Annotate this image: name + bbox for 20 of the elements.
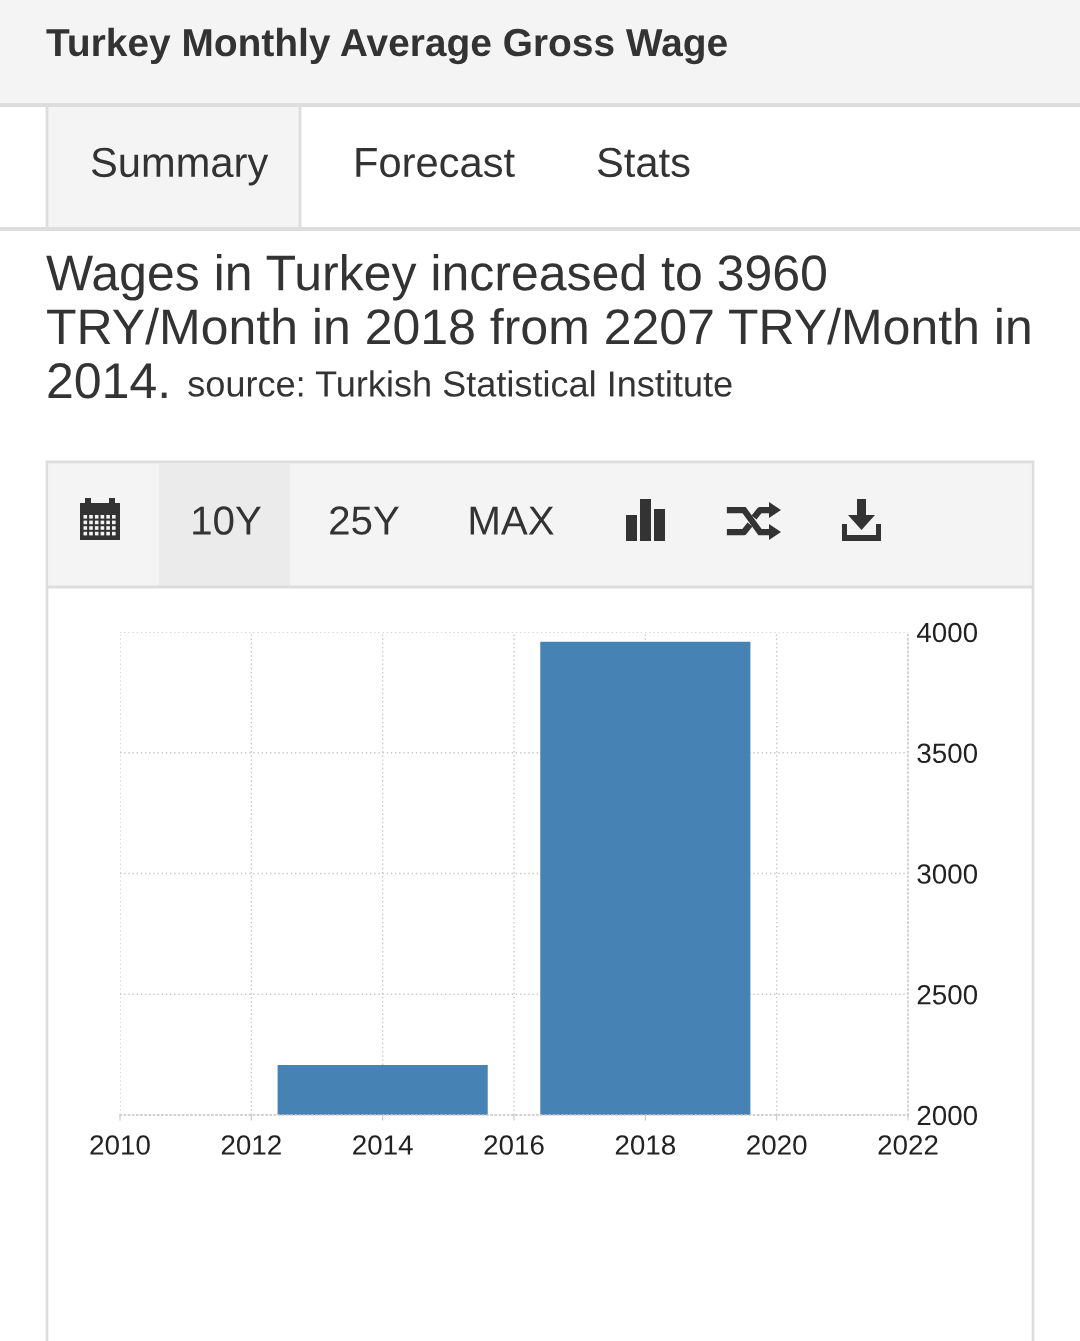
source-note: source: Turkish Statistical Institute [188, 370, 732, 397]
text: 25Y [330, 506, 399, 535]
y-tick-label: 3000 [917, 864, 978, 884]
x-tick-label: 2014 [353, 1135, 413, 1155]
text: Summary [91, 147, 269, 186]
x-tick-label: 2012 [221, 1135, 281, 1155]
y-tick-label: 2500 [917, 984, 978, 1005]
text: 10Y [193, 506, 261, 535]
text: MAX [470, 506, 554, 535]
x-tick-label: 2010 [90, 1135, 150, 1155]
x-tick-label: 2016 [484, 1135, 544, 1155]
text: Stats [597, 147, 690, 178]
x-tick-label: 2022 [878, 1135, 938, 1155]
y-tick-label: 2000 [917, 1105, 978, 1126]
chart-title: Turkey Monthly Average Gross Wage [46, 27, 727, 65]
x-tick-label: 2018 [615, 1135, 676, 1155]
x-tick-label: 2020 [747, 1135, 807, 1155]
y-tick-label: 3500 [917, 743, 978, 764]
text: Forecast [356, 148, 515, 178]
y-tick-label: 4000 [916, 622, 978, 643]
